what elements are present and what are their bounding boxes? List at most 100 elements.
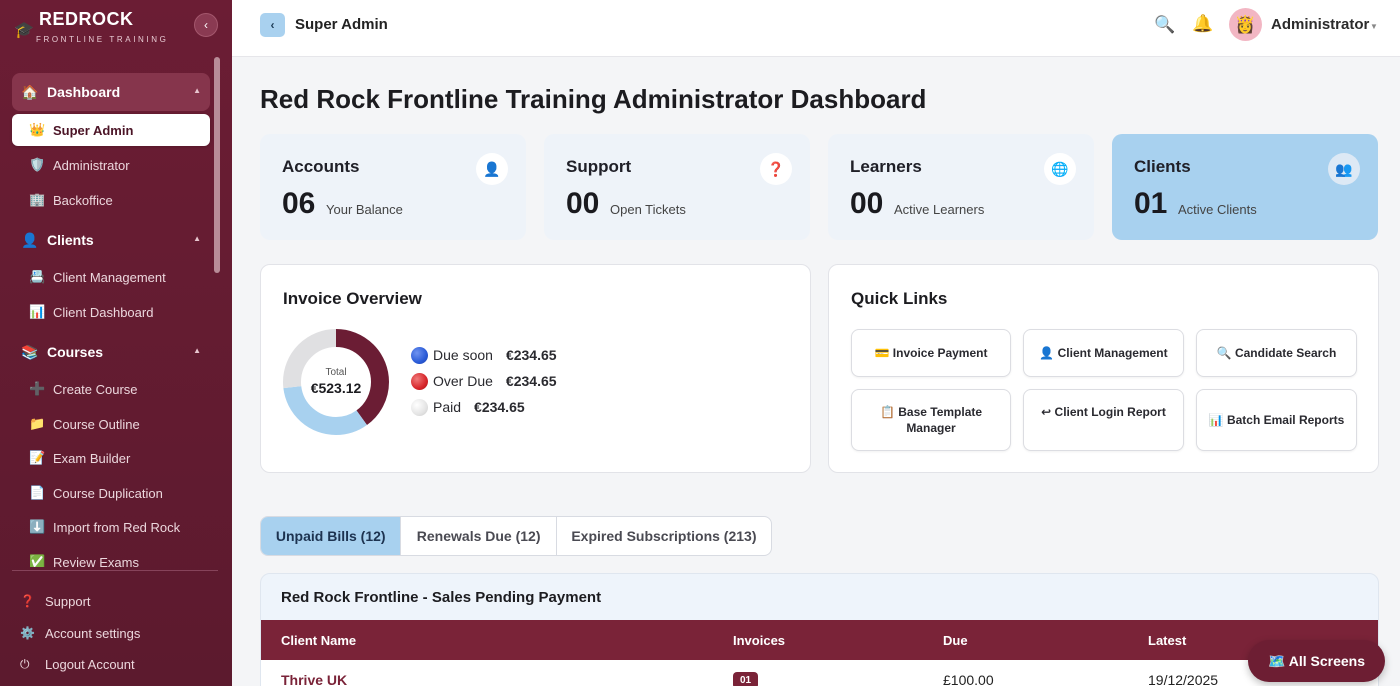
stat-card-clients[interactable]: Clients 01 Active Clients 👥: [1112, 134, 1378, 240]
quick-link-invoice-payment[interactable]: 💳 Invoice Payment: [851, 329, 1011, 377]
sidebar-item-super-admin[interactable]: 👑 Super Admin: [12, 114, 210, 146]
sidebar-item-label: Course Outline: [53, 416, 140, 432]
legend-amount: €234.65: [474, 399, 525, 415]
quick-links-card: Quick Links 💳 Invoice Payment 👤 Client M…: [828, 264, 1379, 473]
sidebar-scrollbar[interactable]: [214, 57, 220, 273]
donut-segment-1: [283, 329, 389, 435]
column-header-client-name[interactable]: Client Name: [281, 633, 357, 648]
legend-label: Over Due: [433, 373, 493, 389]
all-screens-button[interactable]: 🗺️ All Screens: [1248, 640, 1385, 682]
donut-svg: [283, 329, 389, 435]
client-name-link[interactable]: Thrive UK: [281, 672, 348, 686]
brand-logo[interactable]: 🎓 REDROCK FRONTLINE TRAINING: [12, 8, 212, 48]
latest-date: 19/12/2025: [1148, 672, 1219, 686]
sidebar-item-course-outline[interactable]: 📁 Course Outline: [12, 408, 210, 440]
user-icon: 👤: [21, 231, 39, 248]
sidebar-item-import-from-red-rock[interactable]: ⬇️ Import from Red Rock: [12, 511, 210, 543]
quick-link-base-template-manager[interactable]: 📋 Base Template Manager: [851, 389, 1011, 451]
question-icon: ❓: [760, 153, 792, 185]
sidebar-item-label: Import from Red Rock: [53, 519, 181, 535]
question-icon: ❓: [20, 594, 35, 608]
bell-icon[interactable]: 🔔: [1192, 14, 1214, 33]
books-icon: 📚: [21, 343, 39, 360]
sidebar-item-administrator[interactable]: 🛡️ Administrator: [12, 149, 210, 181]
sidebar-item-label: Client Dashboard: [53, 304, 154, 320]
quick-link-batch-email-reports[interactable]: 📊 Batch Email Reports: [1196, 389, 1357, 451]
sidebar-item-label: Administrator: [53, 157, 130, 173]
brand-name: REDROCK: [39, 9, 134, 29]
table-title: Red Rock Frontline - Sales Pending Payme…: [281, 589, 602, 606]
chevron-down-icon[interactable]: ▼: [1370, 22, 1378, 31]
sidebar-item-course-duplication[interactable]: 📄 Course Duplication: [12, 477, 210, 509]
users-icon: 👥: [1328, 153, 1360, 185]
legend-row-over-due: Over Due €234.65: [411, 371, 557, 391]
sidebar-item-label: Exam Builder: [53, 450, 131, 466]
stat-label: Support: [566, 157, 632, 176]
column-header-latest[interactable]: Latest: [1148, 633, 1187, 648]
avatar[interactable]: 👸: [1229, 8, 1262, 41]
column-header-invoices[interactable]: Invoices: [733, 633, 786, 648]
legend-label: Paid: [433, 399, 462, 415]
check-icon: ✅: [29, 554, 46, 567]
billing-tabs: Unpaid Bills (12) Renewals Due (12) Expi…: [260, 516, 772, 556]
table-header: Client Name Invoices Due Latest: [261, 620, 1378, 660]
sidebar-link-label: Support: [45, 593, 91, 609]
legend-label: Due soon: [433, 347, 493, 363]
search-icon[interactable]: 🔍: [1154, 15, 1176, 34]
donut-total-label: Total: [325, 367, 347, 378]
sidebar: 🎓 REDROCK FRONTLINE TRAINING ‹ 🏠 Dashboa…: [0, 0, 232, 686]
quick-links-title: Quick Links: [851, 289, 948, 308]
quick-link-candidate-search[interactable]: 🔍 Candidate Search: [1196, 329, 1357, 377]
sidebar-item-label: Super Admin: [53, 122, 134, 138]
chevron-up-icon: ▲: [193, 346, 201, 355]
stat-subtext: Active Clients: [1178, 202, 1257, 217]
stat-card-learners[interactable]: Learners 00 Active Learners 🌐: [828, 134, 1094, 240]
sidebar-section-label: Dashboard: [47, 84, 121, 100]
stat-label: Learners: [850, 157, 922, 176]
sidebar-collapse-button[interactable]: ‹: [194, 13, 218, 37]
brand-tagline: FRONTLINE TRAINING: [36, 35, 169, 44]
sidebar-item-exam-builder[interactable]: 📝 Exam Builder: [12, 442, 210, 474]
sidebar-item-label: Create Course: [53, 381, 138, 397]
tab-renewals-due[interactable]: Renewals Due (12): [401, 517, 557, 555]
sidebar-item-client-dashboard[interactable]: 📊 Client Dashboard: [12, 296, 210, 328]
tab-unpaid-bills[interactable]: Unpaid Bills (12): [261, 517, 402, 555]
stat-card-support[interactable]: Support 00 Open Tickets ❓: [544, 134, 810, 240]
sidebar-item-review-exams[interactable]: ✅ Review Exams: [12, 546, 210, 567]
quick-link-client-management[interactable]: 👤 Client Management: [1023, 329, 1184, 377]
top-bar: ‹ Super Admin 🔍 🔔 👸 Administrator ▼: [232, 0, 1400, 57]
download-icon: ⬇️: [29, 519, 46, 534]
sidebar-section-clients[interactable]: 👤 Clients ▲: [12, 221, 210, 259]
stat-label: Clients: [1134, 157, 1191, 176]
stat-card-accounts[interactable]: Accounts 06 Your Balance 👤: [260, 134, 526, 240]
table-row[interactable]: Thrive UK 01 £100.00 19/12/2025: [261, 660, 1378, 686]
crown-icon: 👑: [29, 122, 46, 137]
sidebar-item-label: Course Duplication: [53, 485, 163, 501]
sidebar-section-label: Courses: [47, 344, 104, 360]
back-button[interactable]: ‹: [260, 13, 285, 37]
sidebar-item-create-course[interactable]: ➕ Create Course: [12, 373, 210, 405]
column-header-due[interactable]: Due: [943, 633, 968, 648]
sidebar-section-courses[interactable]: 📚 Courses ▲: [12, 333, 210, 371]
gear-icon: ⚙️: [20, 626, 35, 640]
sidebar-item-label: Client Management: [53, 269, 166, 285]
card-index-icon: 📇: [29, 269, 46, 284]
stat-subtext: Active Learners: [894, 202, 985, 217]
sidebar-section-label: Clients: [47, 232, 94, 248]
tab-expired-subscriptions[interactable]: Expired Subscriptions (213): [571, 528, 757, 544]
chevron-up-icon: ▲: [193, 234, 201, 243]
sidebar-section-dashboard[interactable]: 🏠 Dashboard ▲: [12, 73, 210, 111]
sidebar-link-account-settings[interactable]: ⚙️ Account settings: [20, 621, 140, 645]
sidebar-link-support[interactable]: ❓ Support: [20, 589, 91, 613]
user-menu-name[interactable]: Administrator: [1271, 16, 1370, 33]
quick-link-client-login-report[interactable]: ↩ Client Login Report: [1023, 389, 1184, 451]
stat-label: Accounts: [282, 157, 360, 176]
invoice-count-badge: 01: [733, 672, 759, 686]
building-icon: 🏢: [29, 192, 46, 207]
chevron-up-icon: ▲: [193, 86, 201, 95]
stat-subtext: Your Balance: [326, 202, 403, 217]
sidebar-item-backoffice[interactable]: 🏢 Backoffice: [12, 184, 210, 216]
sidebar-divider: [12, 570, 218, 571]
sidebar-link-logout[interactable]: ⏻ Logout Account: [20, 652, 135, 676]
sidebar-item-client-management[interactable]: 📇 Client Management: [12, 261, 210, 293]
